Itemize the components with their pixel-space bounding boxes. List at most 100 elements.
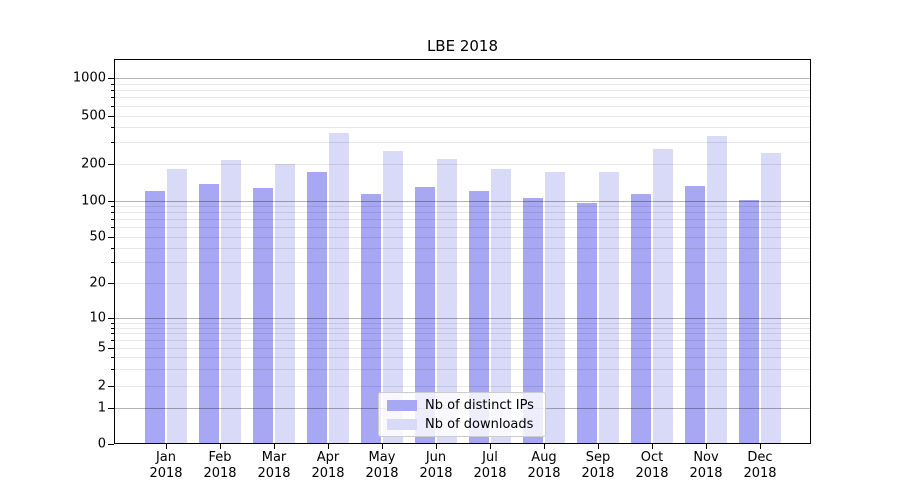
bar-downloads-sep bbox=[599, 172, 619, 444]
x-label-year: 2018 bbox=[635, 466, 669, 481]
x-label-month: Jul bbox=[482, 450, 498, 465]
y-minor-tick-70 bbox=[111, 219, 114, 221]
y-tick-5 bbox=[108, 348, 114, 349]
gridline-900 bbox=[114, 83, 811, 85]
x-label-month: Oct bbox=[640, 450, 664, 465]
gridline-5 bbox=[114, 348, 811, 349]
bar-downloads-dec bbox=[761, 152, 781, 444]
bar-ips-nov bbox=[685, 186, 705, 444]
x-label-year: 2018 bbox=[743, 466, 777, 481]
x-tick-label-may: May 2018 bbox=[352, 450, 412, 482]
x-label-month: Aug bbox=[531, 450, 557, 465]
gridline-1000 bbox=[114, 78, 811, 79]
y-tick-1000 bbox=[108, 78, 114, 79]
x-tick-label-jun: Jun 2018 bbox=[406, 450, 466, 482]
bar-ips-jun bbox=[415, 187, 435, 444]
x-label-month: Mar bbox=[261, 450, 287, 465]
y-tick-200 bbox=[108, 163, 114, 165]
bar-downloads-mar bbox=[275, 164, 295, 444]
x-label-month: Jan bbox=[155, 450, 177, 465]
gridline-3 bbox=[114, 369, 811, 371]
legend-label-distinct-ips: Nb of distinct IPs bbox=[425, 397, 534, 413]
gridline-200 bbox=[114, 163, 811, 165]
x-label-year: 2018 bbox=[473, 466, 507, 481]
x-label-year: 2018 bbox=[581, 466, 615, 481]
bar-ips-jan bbox=[145, 190, 165, 444]
y-minor-tick-90 bbox=[111, 206, 114, 208]
y-tick-label-1: 1 bbox=[97, 400, 106, 416]
gridline-30 bbox=[114, 262, 811, 264]
bar-ips-oct bbox=[631, 194, 651, 444]
gridline-2 bbox=[114, 386, 811, 387]
x-tick-jun bbox=[436, 444, 437, 449]
gridline-8 bbox=[114, 327, 811, 329]
x-tick-label-dec: Dec 2018 bbox=[730, 450, 790, 482]
legend-label-downloads: Nb of downloads bbox=[425, 416, 534, 432]
x-tick-oct bbox=[652, 444, 653, 449]
y-tick-100 bbox=[108, 200, 114, 202]
y-minor-tick-80 bbox=[111, 212, 114, 214]
legend: Nb of distinct IPs Nb of downloads bbox=[378, 392, 546, 437]
y-minor-tick-600 bbox=[111, 105, 114, 107]
x-tick-label-nov: Nov 2018 bbox=[676, 450, 736, 482]
x-tick-label-jan: Jan 2018 bbox=[136, 450, 196, 482]
y-tick-label-20: 20 bbox=[89, 275, 106, 291]
gridline-50 bbox=[114, 236, 811, 238]
bar-downloads-apr bbox=[329, 132, 349, 444]
chart-title: LBE 2018 bbox=[426, 37, 499, 55]
x-tick-label-mar: Mar 2018 bbox=[244, 450, 304, 482]
y-minor-tick-4 bbox=[111, 357, 114, 359]
bar-downloads-may bbox=[383, 150, 403, 444]
bar-downloads-nov bbox=[707, 135, 727, 444]
bar-downloads-jan bbox=[167, 168, 187, 444]
gridline-7 bbox=[114, 333, 811, 335]
y-tick-10 bbox=[108, 318, 114, 319]
x-tick-label-apr: Apr 2018 bbox=[298, 450, 358, 482]
bar-ips-may bbox=[361, 194, 381, 444]
y-minor-tick-8 bbox=[111, 327, 114, 329]
x-label-month: Jun bbox=[425, 450, 447, 465]
x-label-month: May bbox=[368, 450, 396, 465]
gridline-300 bbox=[114, 142, 811, 144]
y-tick-20 bbox=[108, 283, 114, 284]
x-tick-apr bbox=[328, 444, 329, 449]
y-minor-tick-300 bbox=[111, 142, 114, 144]
y-minor-tick-9 bbox=[111, 322, 114, 324]
gridline-400 bbox=[114, 127, 811, 129]
bar-downloads-aug bbox=[545, 172, 565, 444]
gridline-80 bbox=[114, 212, 811, 214]
x-tick-may bbox=[382, 444, 383, 449]
y-minor-tick-40 bbox=[111, 247, 114, 249]
y-tick-50 bbox=[108, 236, 114, 238]
gridline-90 bbox=[114, 206, 811, 208]
gridline-600 bbox=[114, 105, 811, 107]
y-minor-tick-3 bbox=[111, 369, 114, 371]
plot-area bbox=[114, 59, 811, 444]
gridline-100 bbox=[114, 200, 811, 202]
bar-ips-mar bbox=[253, 187, 273, 444]
y-minor-tick-900 bbox=[111, 83, 114, 85]
x-tick-feb bbox=[220, 444, 221, 449]
bar-ips-apr bbox=[307, 171, 327, 444]
x-tick-jan bbox=[166, 444, 167, 449]
x-tick-label-oct: Oct 2018 bbox=[622, 450, 682, 482]
gridline-10 bbox=[114, 318, 811, 319]
gridline-9 bbox=[114, 322, 811, 324]
legend-item-downloads: Nb of downloads bbox=[387, 417, 545, 432]
y-minor-tick-60 bbox=[111, 227, 114, 229]
y-tick-label-10: 10 bbox=[89, 310, 106, 326]
x-tick-label-sep: Sep 2018 bbox=[568, 450, 628, 482]
x-label-year: 2018 bbox=[257, 466, 291, 481]
x-tick-label-aug: Aug 2018 bbox=[514, 450, 574, 482]
gridline-800 bbox=[114, 90, 811, 92]
y-minor-tick-7 bbox=[111, 333, 114, 335]
x-label-month: Dec bbox=[747, 450, 773, 465]
x-tick-jul bbox=[490, 444, 491, 449]
bar-downloads-jul bbox=[491, 169, 511, 444]
legend-item-distinct-ips: Nb of distinct IPs bbox=[387, 398, 545, 413]
x-label-month: Apr bbox=[316, 450, 340, 465]
y-tick-1 bbox=[108, 408, 114, 409]
x-tick-label-feb: Feb 2018 bbox=[190, 450, 250, 482]
gridline-70 bbox=[114, 219, 811, 221]
